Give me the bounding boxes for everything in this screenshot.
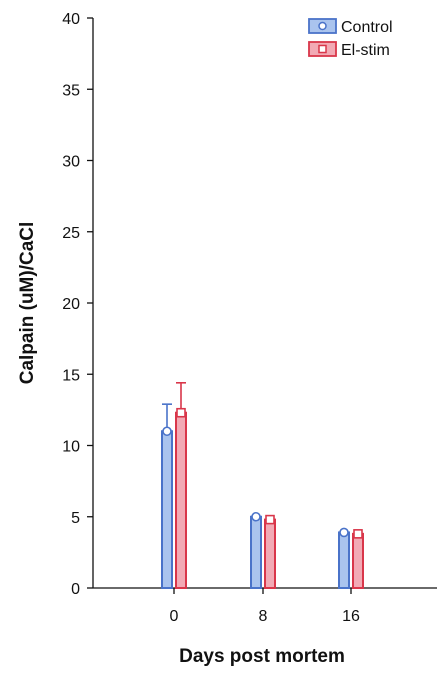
legend-label: Control (341, 19, 393, 36)
y-tick-label: 5 (71, 510, 80, 527)
y-axis-title: Calpain (uM)/CaCl (17, 222, 38, 385)
bar-marker (339, 527, 349, 538)
bar (161, 430, 173, 589)
y-tick-label: 40 (62, 11, 80, 28)
y-tick-label: 0 (71, 581, 80, 598)
y-tick-label: 10 (62, 439, 80, 456)
y-tick-label: 35 (62, 82, 80, 99)
x-tick-label: 8 (259, 608, 268, 625)
legend-marker (318, 21, 327, 31)
y-axis: 0 5 10 15 20 25 30 35 40 (62, 11, 94, 598)
bar-marker (265, 514, 275, 525)
y-tick-label: 20 (62, 296, 80, 313)
legend-marker (318, 44, 327, 54)
legend-label: El-stim (341, 42, 390, 59)
bar (264, 518, 276, 589)
y-tick-label: 30 (62, 154, 80, 171)
x-axis: 0 8 16 (93, 587, 437, 625)
x-tick-label: 0 (170, 608, 179, 625)
bar (338, 531, 350, 589)
bars (161, 381, 364, 589)
x-tick-label: 16 (342, 608, 360, 625)
x-axis-title: Days post mortem (179, 646, 345, 667)
bar (175, 411, 187, 589)
y-tick-label: 25 (62, 225, 80, 242)
bar-marker (353, 529, 363, 539)
bar-marker (176, 407, 186, 418)
bar (250, 515, 262, 589)
bar-marker (162, 426, 172, 437)
legend: Control El-stim (308, 18, 393, 59)
y-tick-label: 15 (62, 367, 80, 384)
bar (352, 532, 364, 589)
bar-marker (251, 511, 261, 522)
